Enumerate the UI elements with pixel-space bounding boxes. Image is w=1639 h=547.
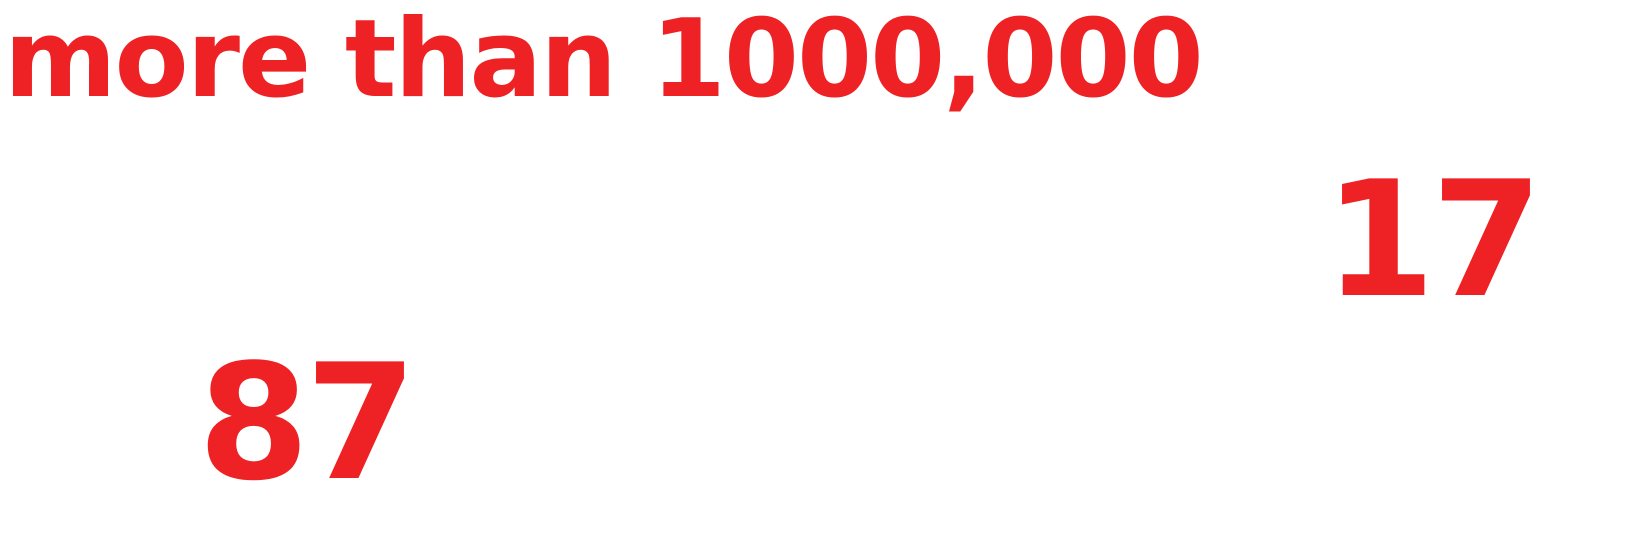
stat-number-right: 17 (1324, 146, 1543, 333)
headline-count: more than 1000,000 (4, 0, 1204, 122)
stat-number-left: 87 (198, 329, 417, 516)
